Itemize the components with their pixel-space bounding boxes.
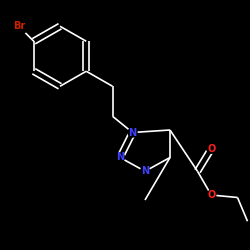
Text: Br: Br [12, 21, 25, 31]
Circle shape [116, 153, 124, 162]
Circle shape [140, 167, 149, 176]
Circle shape [207, 144, 216, 153]
Text: N: N [141, 166, 149, 176]
Text: O: O [207, 190, 216, 200]
Text: N: N [128, 128, 136, 138]
Circle shape [10, 18, 28, 35]
Circle shape [207, 190, 216, 200]
Circle shape [128, 128, 137, 137]
Text: N: N [116, 152, 124, 162]
Text: O: O [207, 144, 216, 154]
